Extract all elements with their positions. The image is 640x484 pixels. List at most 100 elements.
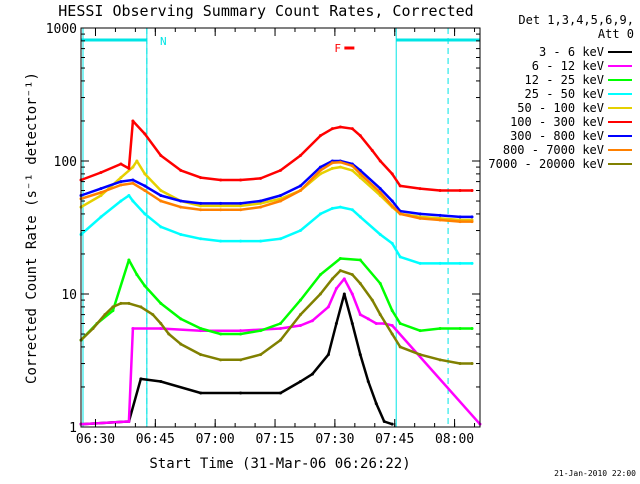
series-3-point <box>438 261 442 265</box>
series-1-point <box>366 317 370 321</box>
series-6-point <box>318 165 322 169</box>
series-8-point <box>119 301 123 305</box>
x-tick-label: 06:45 <box>136 432 175 447</box>
series-7-point <box>219 208 223 212</box>
series-8-point <box>438 358 442 362</box>
series-5-point <box>99 170 103 174</box>
series-4-point <box>131 165 135 169</box>
series-6-point <box>99 187 103 191</box>
series-2-point <box>458 327 462 331</box>
series-6-point <box>298 184 302 188</box>
series-3-point <box>390 241 394 245</box>
series-5-point <box>239 178 243 182</box>
series-7-point <box>259 205 263 209</box>
series-5-point <box>143 132 147 136</box>
series-5-point <box>127 166 131 170</box>
footer-date: 21-Jan-2010 22:00 <box>554 469 636 478</box>
series-6-point <box>219 201 223 205</box>
series-5-point <box>119 162 123 166</box>
series-6-point <box>159 194 163 198</box>
series-3-point <box>298 229 302 233</box>
series-2-point <box>159 301 163 305</box>
series-7-point <box>470 220 474 224</box>
series-1-point <box>127 419 131 423</box>
series-3-point <box>470 261 474 265</box>
x-tick-label: 07:15 <box>255 432 294 447</box>
series-3-point <box>398 255 402 259</box>
series-8-point <box>219 358 223 362</box>
series-6-point <box>179 199 183 203</box>
series-1-point <box>358 313 362 317</box>
series-3-point <box>458 261 462 265</box>
series-3-point <box>143 212 147 216</box>
series-3-point <box>418 261 422 265</box>
series-7-point <box>119 183 123 187</box>
series-3-point <box>330 206 334 210</box>
y-tick-label: 1 <box>69 421 77 436</box>
series-3-point <box>239 239 243 243</box>
series-8-point <box>458 362 462 366</box>
series-7-point <box>239 208 243 212</box>
series-6-point <box>259 199 263 203</box>
series-0-point <box>358 353 362 357</box>
series-6-point <box>390 199 394 203</box>
series-5-point <box>358 134 362 138</box>
series-5-point <box>418 187 422 191</box>
series-8-point <box>259 353 263 357</box>
series-4-point <box>159 189 163 193</box>
series-7-point <box>131 181 135 185</box>
series-5-point <box>298 153 302 157</box>
series-4-point <box>239 204 243 208</box>
series-3-point <box>127 194 131 198</box>
legend-item-label: 300 - 800 keV <box>510 129 604 143</box>
series-8-point <box>111 305 115 309</box>
series-8-point <box>298 313 302 317</box>
legend-item-label: 800 - 7000 keV <box>503 143 604 157</box>
series-line-2 <box>80 257 472 341</box>
series-6-point <box>470 215 474 219</box>
series-5-point <box>470 189 474 193</box>
series-8-point <box>239 358 243 362</box>
series-7-point <box>350 164 354 168</box>
series-8-point <box>370 298 374 302</box>
series-8-point <box>338 269 342 273</box>
series-6-point <box>458 215 462 219</box>
series-5-point <box>199 176 203 180</box>
series-4-point <box>350 168 354 172</box>
series-8-point <box>390 332 394 336</box>
series-8-point <box>358 281 362 285</box>
series-0-point <box>350 322 354 326</box>
series-2-point <box>338 256 342 260</box>
legend-header-line: Att 0 <box>598 27 634 41</box>
series-2-point <box>143 284 147 288</box>
series-7-point <box>179 205 183 209</box>
series-0-point <box>342 292 346 296</box>
series-0-point <box>326 353 330 357</box>
series-2-point <box>199 327 203 331</box>
series-line-0 <box>80 292 393 426</box>
series-0-point <box>390 422 394 426</box>
series-8-point <box>139 305 143 309</box>
legend-item-label: 25 - 50 keV <box>525 87 604 101</box>
series-7-point <box>378 190 382 194</box>
series-4-point <box>259 201 263 205</box>
series-2-point <box>378 281 382 285</box>
series-6-point <box>239 201 243 205</box>
series-1-point <box>342 277 346 281</box>
series-1-point <box>131 327 135 331</box>
series-3-point <box>199 237 203 241</box>
series-8-point <box>91 327 95 331</box>
series-7-point <box>338 160 342 164</box>
n-flag-label: N <box>160 35 167 48</box>
series-1-point <box>159 327 163 331</box>
chart-title: HESSI Observing Summary Count Rates, Cor… <box>58 2 473 20</box>
series-7-point <box>358 172 362 176</box>
series-0-point <box>310 372 314 376</box>
series-1-point <box>298 323 302 327</box>
series-6-point <box>131 178 135 182</box>
x-tick-label: 08:00 <box>435 432 474 447</box>
series-7-point <box>398 212 402 216</box>
series-6-point <box>438 213 442 217</box>
series-8-point <box>318 292 322 296</box>
